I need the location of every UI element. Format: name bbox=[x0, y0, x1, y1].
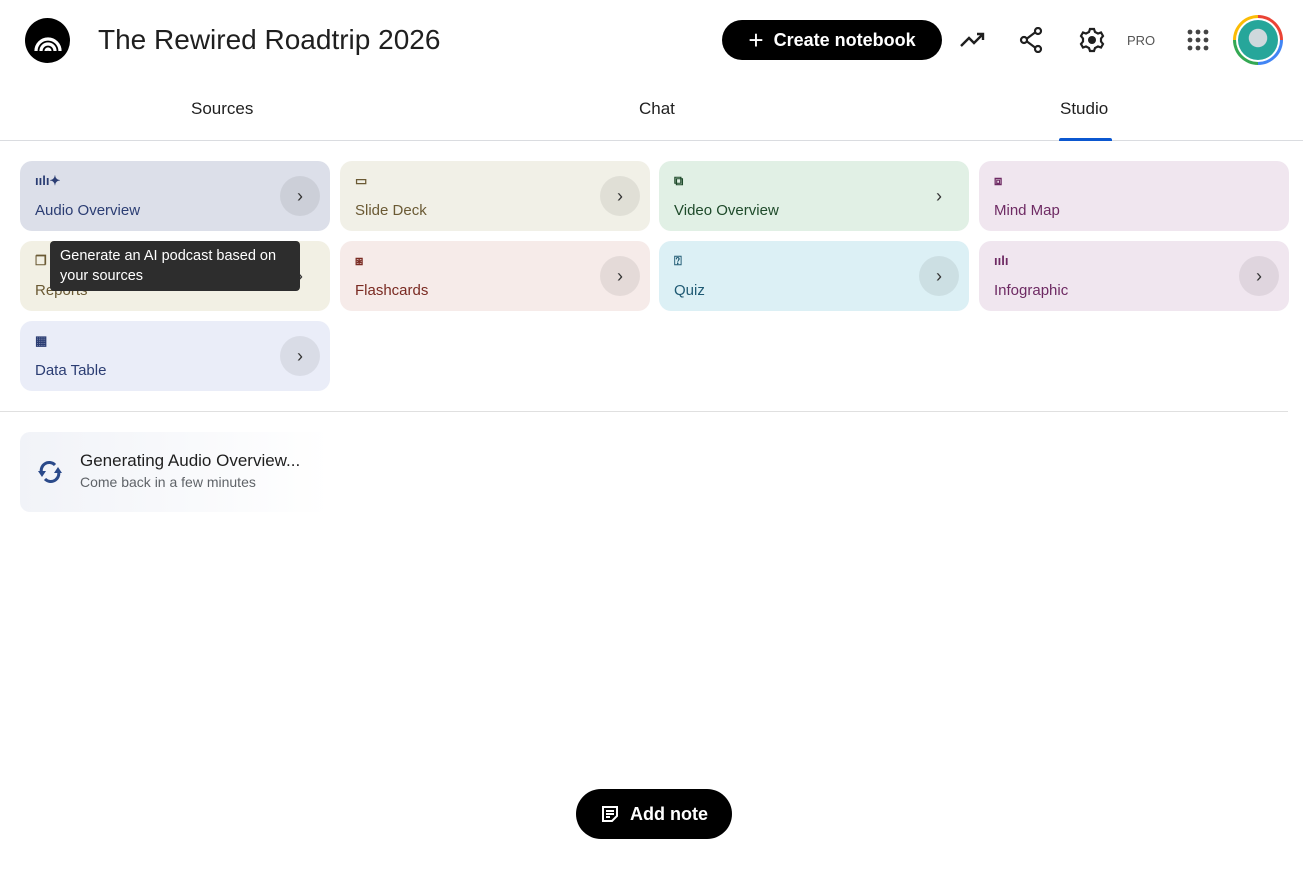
avatar[interactable] bbox=[1233, 15, 1283, 65]
tile-label: Audio Overview bbox=[35, 202, 141, 219]
chevron-right-icon[interactable]: › bbox=[280, 336, 320, 376]
generating-title: Generating Audio Overview... bbox=[80, 451, 301, 470]
tile-audio-overview[interactable]: ıılı✦ Audio Overview › bbox=[20, 161, 330, 231]
chevron-right-icon[interactable]: › bbox=[919, 256, 959, 296]
quiz-icon: ⍰ bbox=[674, 253, 682, 268]
chevron-right-icon[interactable]: › bbox=[600, 256, 640, 296]
tile-label: Quiz bbox=[674, 282, 705, 299]
tile-label: Infographic bbox=[994, 282, 1069, 299]
create-notebook-label: Create notebook bbox=[773, 29, 916, 50]
apps-grid-icon bbox=[1187, 29, 1209, 51]
tile-quiz[interactable]: ⍰ Quiz › bbox=[659, 241, 969, 311]
table-icon: ▦ bbox=[35, 333, 48, 348]
active-tab-indicator bbox=[1059, 138, 1112, 141]
chevron-right-icon[interactable]: › bbox=[600, 176, 640, 216]
add-note-label: Add note bbox=[630, 803, 708, 824]
chevron-right-icon[interactable]: › bbox=[1239, 256, 1279, 296]
add-note-button[interactable]: Add note bbox=[576, 789, 732, 839]
tab-chat[interactable]: Chat bbox=[639, 99, 675, 118]
video-icon: ⧉ bbox=[674, 173, 684, 188]
plus-icon: + bbox=[748, 25, 764, 55]
tile-label: Video Overview bbox=[674, 202, 779, 219]
tile-label: Mind Map bbox=[994, 202, 1060, 219]
generating-subtitle: Come back in a few minutes bbox=[80, 474, 256, 490]
tile-data-table[interactable]: ▦ Data Table › bbox=[20, 321, 330, 391]
tab-sources[interactable]: Sources bbox=[191, 99, 254, 118]
tooltip: Generate an AI podcast based on your sou… bbox=[50, 241, 300, 291]
slides-icon: ▭ bbox=[355, 173, 368, 188]
notebook-title[interactable]: The Rewired Roadtrip 2026 bbox=[98, 24, 441, 55]
apps-button[interactable] bbox=[1180, 22, 1216, 58]
tile-label: Flashcards bbox=[355, 282, 429, 299]
chevron-right-icon[interactable]: › bbox=[280, 176, 320, 216]
tile-flashcards[interactable]: ⧆ Flashcards › bbox=[340, 241, 650, 311]
analytics-button[interactable] bbox=[955, 22, 991, 58]
share-button[interactable] bbox=[1013, 22, 1049, 58]
tab-divider bbox=[0, 140, 1303, 141]
audio-waveform-icon: ıılı✦ bbox=[35, 173, 61, 188]
generating-audio-item[interactable]: Generating Audio Overview... Come back i… bbox=[20, 432, 330, 512]
create-notebook-button[interactable]: + Create notebook bbox=[722, 20, 942, 60]
app-logo[interactable] bbox=[25, 18, 70, 63]
share-icon bbox=[1019, 27, 1043, 53]
tile-video-overview[interactable]: ⧉ Video Overview › bbox=[659, 161, 969, 231]
pro-badge: PRO bbox=[1127, 33, 1156, 48]
reports-icon: ❐ bbox=[35, 253, 47, 268]
settings-button[interactable] bbox=[1074, 22, 1110, 58]
tile-label: Slide Deck bbox=[355, 202, 427, 219]
tab-studio[interactable]: Studio bbox=[1060, 99, 1109, 118]
tile-slide-deck[interactable]: ▭ Slide Deck › bbox=[340, 161, 650, 231]
chevron-right-icon[interactable]: › bbox=[936, 185, 942, 206]
trending-up-icon bbox=[960, 32, 985, 47]
mind-map-icon: ⧈ bbox=[994, 173, 1003, 188]
gear-icon bbox=[1079, 27, 1105, 53]
section-divider bbox=[0, 411, 1288, 412]
tile-infographic[interactable]: ıılı Infographic › bbox=[979, 241, 1289, 311]
tile-mind-map[interactable]: ⧈ Mind Map bbox=[979, 161, 1289, 231]
tile-label: Data Table bbox=[35, 362, 107, 379]
chevron-right-icon[interactable]: › bbox=[297, 265, 303, 286]
infographic-icon: ıılı bbox=[994, 253, 1009, 268]
flashcards-icon: ⧆ bbox=[355, 253, 364, 268]
sync-icon bbox=[38, 461, 62, 483]
note-icon bbox=[602, 806, 618, 822]
